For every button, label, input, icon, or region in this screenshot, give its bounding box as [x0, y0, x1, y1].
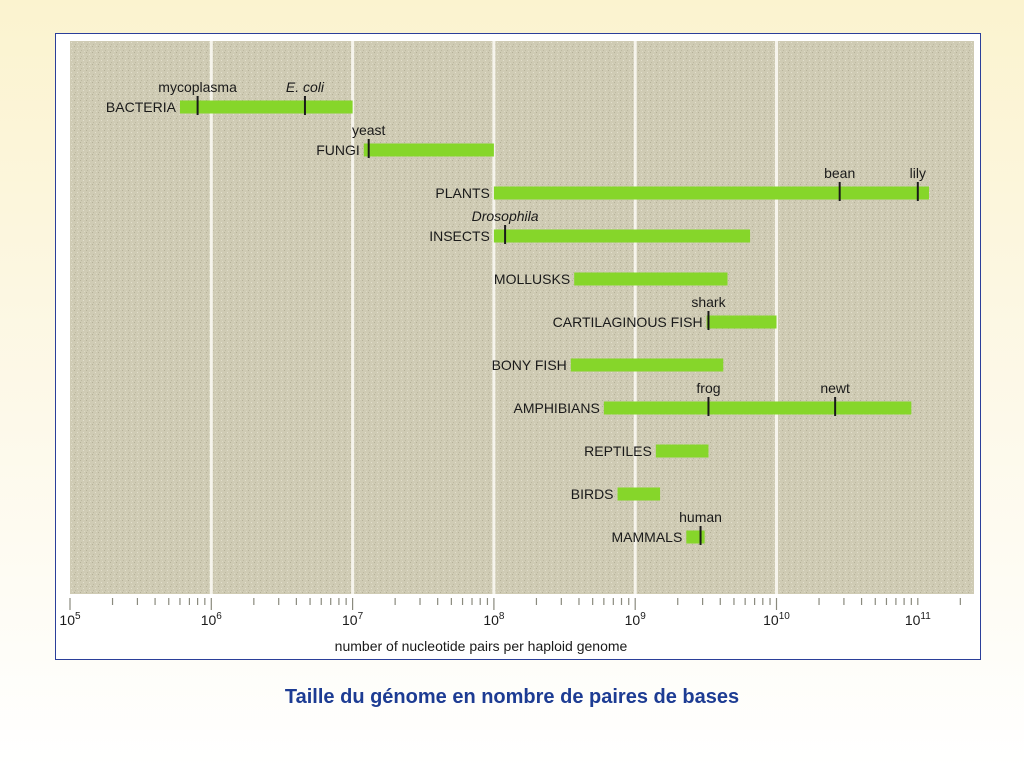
group-label: PLANTS	[435, 185, 489, 201]
group-label: AMPHIBIANS	[513, 400, 599, 416]
species-label: Drosophila	[472, 208, 539, 224]
range-bar	[570, 358, 724, 372]
species-label: shark	[691, 294, 726, 310]
x-tick-label: 1010	[763, 611, 790, 628]
species-label: human	[679, 509, 722, 525]
group-label: INSECTS	[429, 228, 490, 244]
chart-frame: BACTERIA mycoplasma E. coli FUNGI yeast PLANT…	[55, 33, 981, 660]
species-label: lily	[910, 165, 926, 181]
range-bar	[655, 444, 709, 458]
species-label: bean	[824, 165, 855, 181]
range-bar	[574, 272, 728, 286]
group-label: REPTILES	[584, 443, 652, 459]
species-label: E. coli	[286, 79, 325, 95]
species-label: newt	[820, 380, 850, 396]
group-label: FUNGI	[316, 142, 360, 158]
group-label: MOLLUSKS	[494, 271, 570, 287]
species-label: frog	[696, 380, 720, 396]
range-bar	[363, 143, 494, 157]
group-label: CARTILAGINOUS FISH	[553, 314, 703, 330]
range-bar	[617, 487, 661, 501]
x-tick-label: 108	[483, 611, 505, 628]
range-bar	[603, 401, 912, 415]
group-label: BIRDS	[571, 486, 614, 502]
plot-area	[70, 41, 974, 594]
x-tick-label: 105	[59, 611, 81, 628]
range-bar	[686, 530, 705, 544]
range-bar	[179, 100, 353, 114]
group-label: MAMMALS	[612, 529, 683, 545]
range-bar	[706, 315, 777, 329]
slide-caption: Taille du génome en nombre de paires de …	[284, 686, 740, 708]
x-tick-label: 107	[342, 611, 364, 628]
group-label: BACTERIA	[106, 99, 177, 115]
x-axis-label: number of nucleotide pairs per haploid g…	[335, 638, 628, 654]
x-tick-label: 1011	[905, 611, 931, 628]
x-tick-label: 106	[201, 611, 223, 628]
group-label: BONY FISH	[492, 357, 567, 373]
range-bar	[493, 229, 751, 243]
genome-size-chart: BACTERIA mycoplasma E. coli FUNGI yeast PLANT…	[59, 41, 974, 654]
species-label: mycoplasma	[158, 79, 237, 95]
range-bar	[493, 186, 929, 200]
species-label: yeast	[352, 122, 386, 138]
x-tick-label: 109	[625, 611, 647, 628]
